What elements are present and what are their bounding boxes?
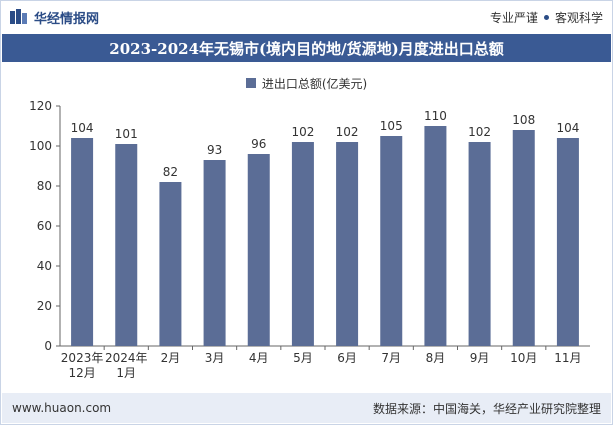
x-tick-label: 4月 [249, 351, 269, 365]
legend: 进出口总额(亿美元) [0, 74, 613, 92]
bar [468, 142, 491, 346]
bar [336, 142, 359, 346]
brand[interactable]: 华经情报网 [10, 8, 99, 27]
x-tick-label: 10月 [510, 351, 537, 365]
data-label: 110 [424, 109, 447, 123]
y-tick-label: 120 [29, 99, 52, 113]
bar [512, 130, 535, 346]
x-tick-label: 5月 [293, 351, 313, 365]
data-label: 93 [207, 143, 222, 157]
chart-title: 2023-2024年无锡市(境内目的地/货源地)月度进出口总额 [2, 34, 611, 62]
bar [291, 142, 314, 346]
bar [115, 144, 138, 346]
y-tick-label: 0 [44, 339, 52, 353]
tagline-right: 客观科学 [554, 10, 603, 25]
x-tick-label: 2月 [161, 351, 181, 365]
tagline-left: 专业严谨 [489, 10, 538, 25]
x-tick-label: 11月 [554, 351, 581, 365]
x-tick-label: 9月 [470, 351, 490, 365]
x-tick-label: 8月 [426, 351, 446, 365]
x-tick-label: 6月 [337, 351, 357, 365]
data-label: 101 [115, 127, 138, 141]
x-tick-label: 7月 [381, 351, 401, 365]
data-label: 102 [336, 125, 359, 139]
x-tick-label: 2023年 12月 [61, 351, 104, 380]
bar [556, 138, 579, 346]
y-tick-label: 60 [37, 219, 52, 233]
data-label: 105 [380, 119, 403, 133]
y-tick-label: 100 [29, 139, 52, 153]
footer-website[interactable]: www.huaon.com [12, 401, 112, 415]
data-label: 102 [468, 125, 491, 139]
bar [247, 154, 270, 346]
separator-dot-icon [543, 14, 549, 20]
y-tick-label: 80 [37, 179, 52, 193]
bar [71, 138, 94, 346]
footer-source: 数据来源：中国海关，华经产业研究院整理 [372, 401, 601, 416]
tagline: 专业严谨 客观科学 [490, 9, 603, 26]
x-tick-label: 3月 [205, 351, 225, 365]
x-tick-label: 2024年 1月 [105, 351, 148, 380]
data-label: 104 [71, 121, 94, 135]
data-label: 108 [512, 113, 535, 127]
top-bar: 华经情报网 专业严谨 客观科学 [0, 0, 613, 34]
data-label: 104 [556, 121, 579, 135]
y-tick-label: 40 [37, 259, 52, 273]
legend-swatch [245, 78, 256, 88]
data-label: 96 [251, 137, 266, 151]
brand-name: 华经情报网 [34, 11, 100, 27]
bar [159, 182, 182, 346]
data-label: 102 [291, 125, 314, 139]
legend-label: 进出口总额(亿美元) [261, 76, 368, 91]
data-label: 82 [163, 165, 178, 179]
footer: www.huaon.com 数据来源：中国海关，华经产业研究院整理 [2, 393, 611, 423]
bar [380, 136, 403, 346]
bar-chart: 0 20 40 60 80 100 120 104 2023年 12月 101 2024年 1月 82 2月… [29, 99, 590, 380]
bar [424, 126, 447, 346]
bar [203, 160, 226, 346]
y-tick-label: 20 [37, 299, 52, 313]
logo-icon [10, 9, 27, 24]
